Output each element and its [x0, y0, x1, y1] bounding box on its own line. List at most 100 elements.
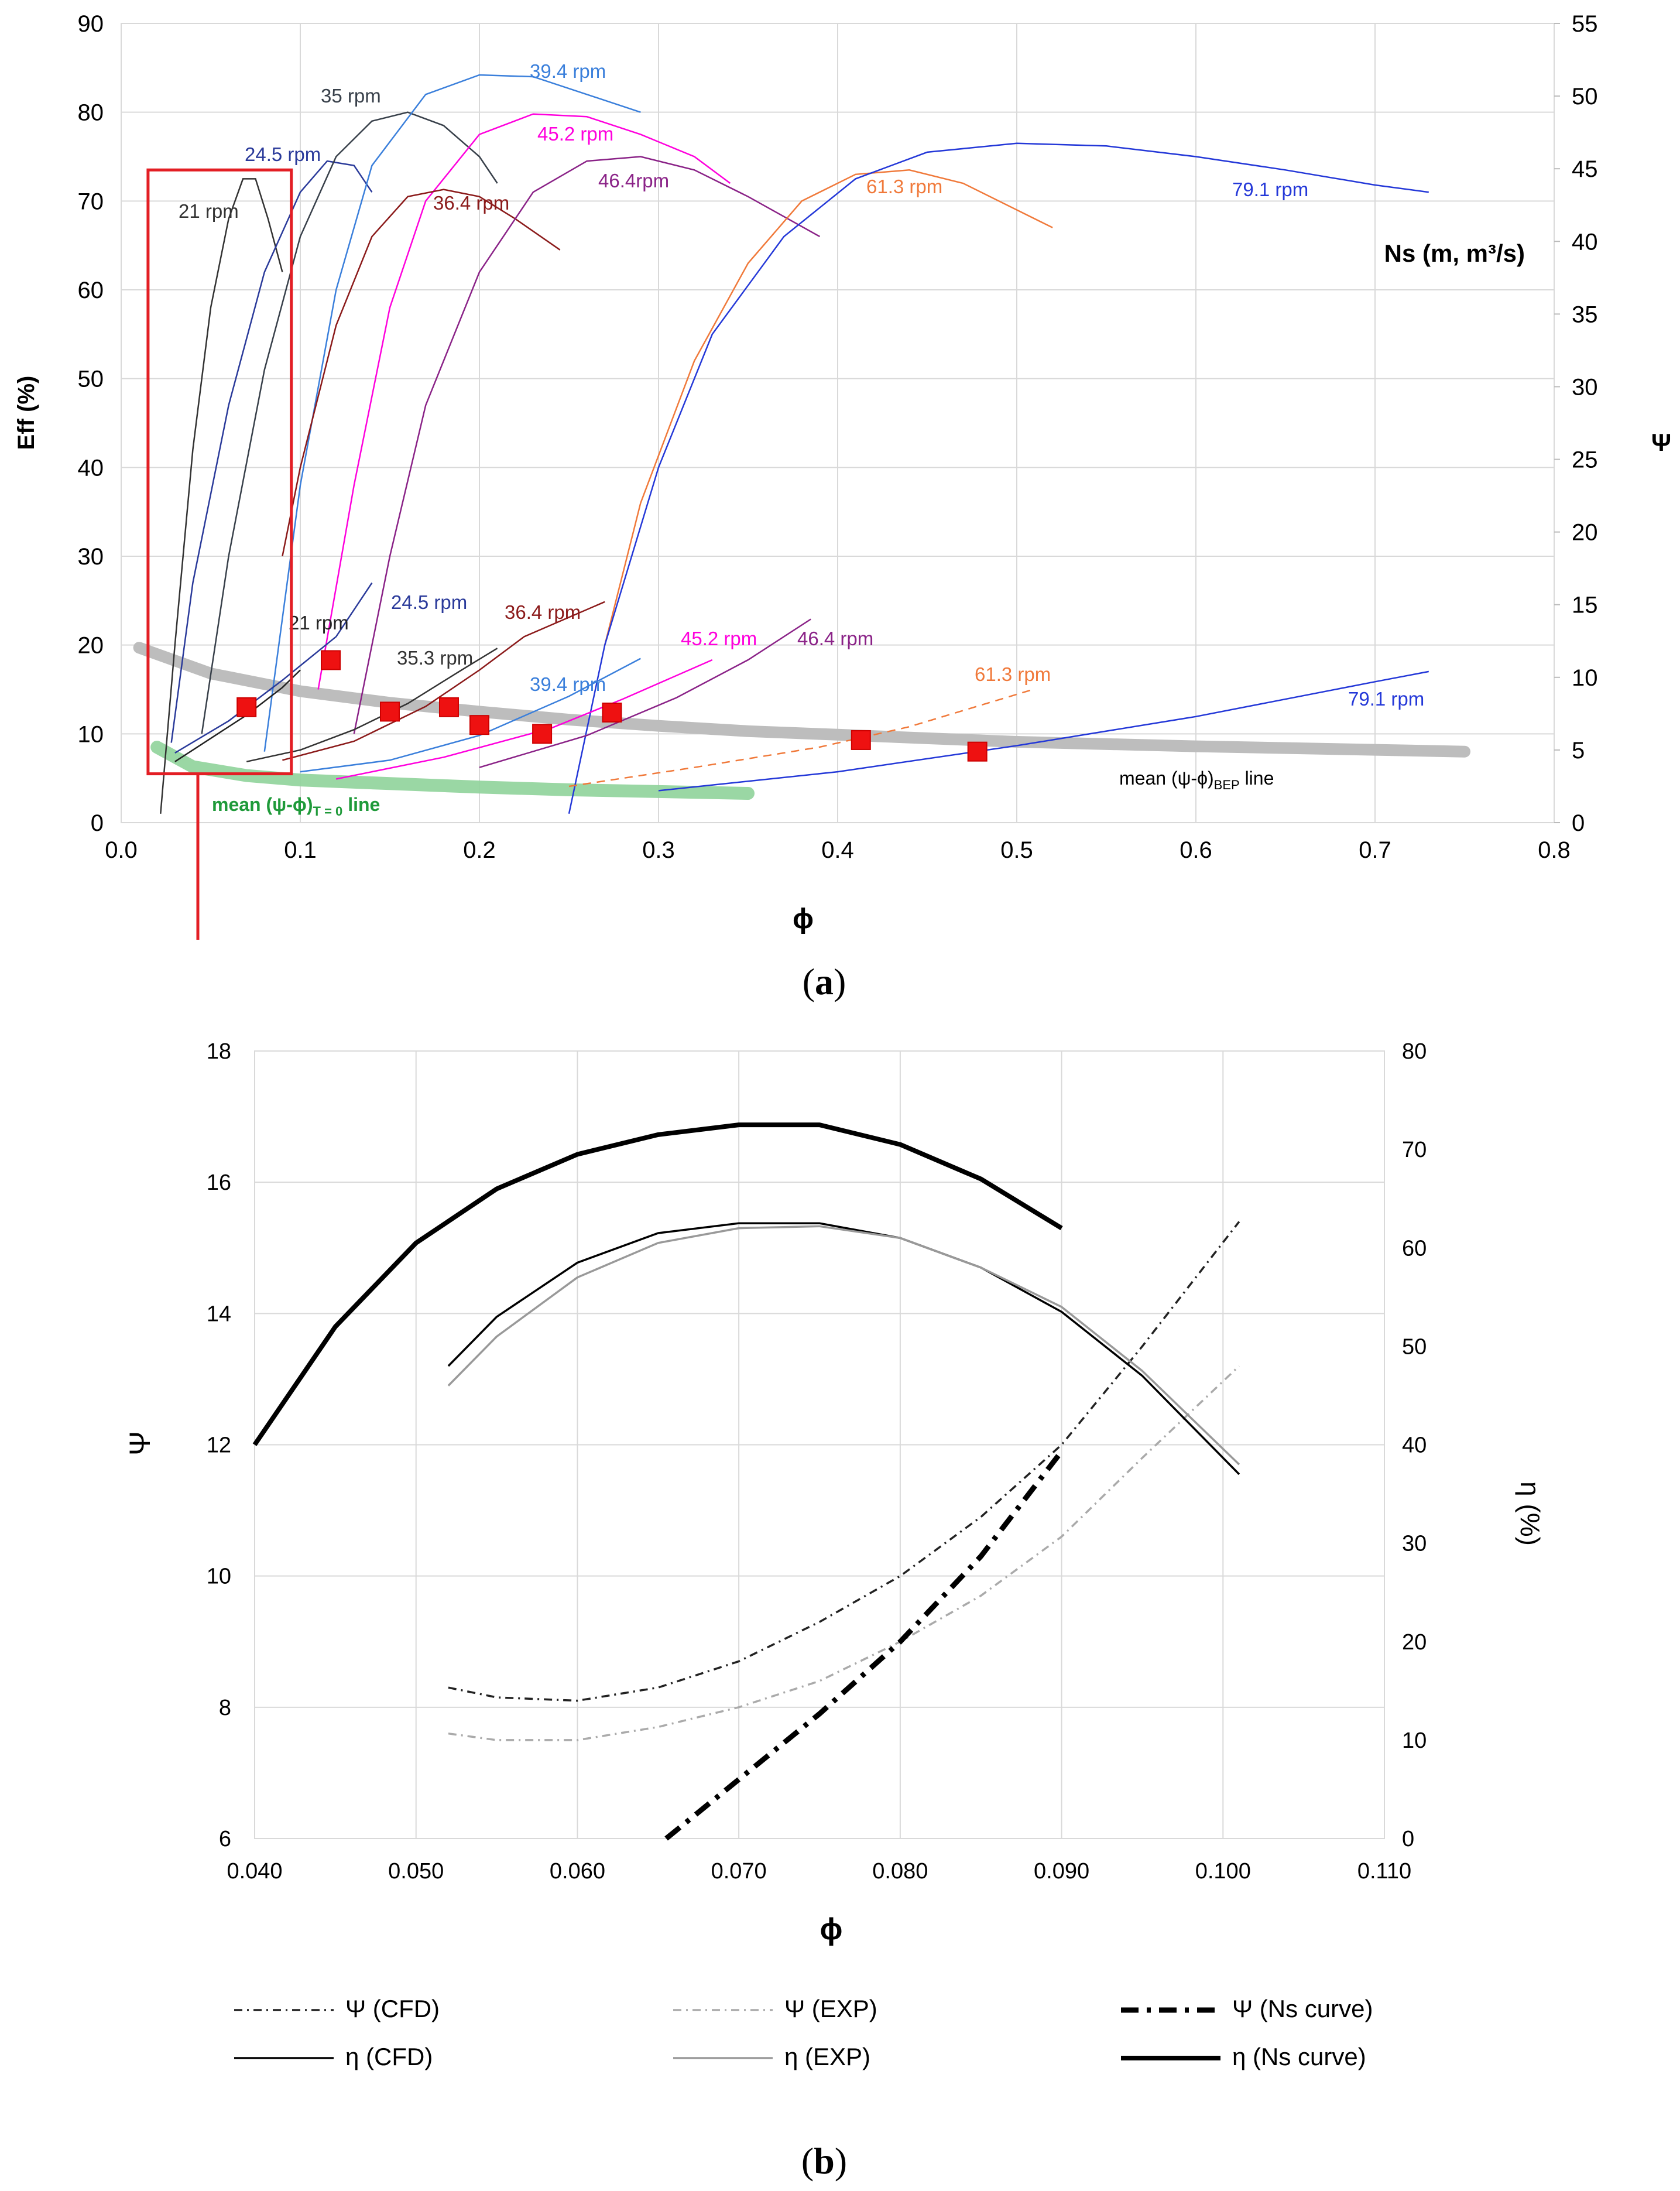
panel-a-y2tick-label: 5	[1572, 738, 1585, 764]
panel-b-series-line	[447, 1225, 1240, 1466]
panel-a-eff-curve-label: 46.4rpm	[598, 170, 669, 191]
panel-b-y2label: η (%)	[1515, 1481, 1545, 1546]
panel-a-ticks: 0.0 0.1 0.2 0.3 0.4 0.5 0.6 0.7 0.80102030405060…	[78, 11, 1598, 863]
panel-b-xtick-label: 0.060	[550, 1859, 605, 1884]
panel-b-legend-label: η (EXP)	[784, 2043, 870, 2070]
panel-b-legend-label: Ψ (Ns curve)	[1232, 1995, 1373, 2022]
panel-a-psi-curve-label: 24.5 rpm	[391, 591, 467, 613]
panel-a-xtick-label: 0.2	[463, 837, 496, 863]
panel-a-mean-t0-label: mean (ψ-ϕ)T = 0 line	[212, 794, 380, 819]
panel-a-ytick-label: 10	[78, 721, 104, 747]
panel-a-ns-note: Ns (m, m³/s)	[1384, 239, 1525, 267]
panel-b-ticks: 0.040 0.050 0.060 0.070 0.080 0.090 0.100 0.110…	[207, 1039, 1427, 1884]
panel-b-xlabel: ϕ	[820, 1912, 843, 1946]
panel-b-caption: (b)	[801, 2140, 847, 2182]
panel-a-ytick-label: 20	[78, 633, 104, 659]
panel-a-eff-curve	[201, 111, 498, 734]
panel-a-ylabel: Eff (%)	[13, 376, 39, 450]
panel-a-psi-curve-label: 36.4 rpm	[505, 601, 581, 623]
panel-a-psi-curve-label: 79.1 rpm	[1348, 688, 1424, 710]
panel-a-eff-curve	[317, 113, 731, 690]
panel-b-y2tick-label: 80	[1402, 1039, 1427, 1064]
panel-a-highlight-box	[146, 168, 293, 940]
panel-b-ytick-label: 12	[207, 1433, 231, 1458]
panel-a-eff-curve	[568, 142, 1429, 814]
panel-a-eff-curve	[160, 178, 283, 814]
panel-b-xtick-label: 0.050	[388, 1859, 444, 1884]
panel-a-ytick-label: 0	[91, 810, 104, 836]
panel-b-ytick-label: 16	[207, 1170, 231, 1195]
panel-a-bep-markers	[236, 650, 988, 762]
panel-b-y2tick-label: 50	[1402, 1334, 1427, 1359]
panel-b-y2tick-label: 20	[1402, 1630, 1427, 1655]
panel-a-ytick-label: 60	[78, 278, 104, 303]
panel-b-series-line	[448, 1221, 1240, 1702]
panel-a-psi-curve-label: 46.4 rpm	[797, 628, 873, 649]
panel-b-y2tick-label: 70	[1402, 1138, 1427, 1162]
panel-a-y2tick-label: 50	[1572, 84, 1598, 109]
panel-a-eff-curve-label: 35 rpm	[321, 85, 381, 107]
panel-b-series-line	[252, 1122, 1063, 1446]
panel-b-xtick-label: 0.070	[711, 1859, 767, 1884]
panel-a-eff-curve-label: 61.3 rpm	[866, 176, 942, 197]
panel-b-y2tick-label: 60	[1402, 1236, 1427, 1261]
panel-a-curve-labels: 21 rpm 24.5 rpm 35 rpm 39.4 rpm 45.2 rpm 36.4…	[179, 60, 1424, 710]
panel-b-xtick-label: 0.040	[227, 1859, 282, 1884]
panel-a-xtick-label: 0.5	[1000, 837, 1033, 863]
panel-b-y2tick-label: 10	[1402, 1728, 1427, 1753]
panel-b-xtick-label: 0.090	[1034, 1859, 1089, 1884]
panel-b-legend-label: η (Ns curve)	[1232, 2043, 1366, 2070]
panel-a-xtick-label: 0.7	[1359, 837, 1391, 863]
panel-a-highlight-rect	[146, 168, 293, 776]
panel-a-eff-curve	[604, 169, 1053, 646]
panel-a-y2tick-label: 45	[1572, 156, 1598, 182]
panel-b-chart: 0.040 0.050 0.060 0.070 0.080 0.090 0.100 0.110…	[124, 1039, 1545, 2182]
panel-a-bep-marker	[236, 697, 257, 717]
panel-b-ytick-label: 6	[219, 1827, 231, 1851]
panel-a-xtick-label: 0.4	[821, 837, 854, 863]
panel-b-series-line	[447, 1222, 1240, 1475]
panel-a-bep-marker	[602, 702, 622, 723]
panel-a-y2tick-label: 25	[1572, 447, 1598, 473]
panel-b-legend-label: Ψ (EXP)	[784, 1995, 877, 2022]
panel-a-y2tick-label: 20	[1572, 520, 1598, 546]
panel-a-chart: 0.0 0.1 0.2 0.3 0.4 0.5 0.6 0.7 0.80102030405060…	[13, 11, 1671, 1002]
panel-a-eff-curve-label: 39.4 rpm	[530, 60, 606, 82]
panel-a-bep-marker	[851, 730, 871, 750]
panel-a-caption: (a)	[803, 961, 846, 1002]
panel-a-eff-curve	[353, 156, 821, 734]
panel-a-mean-bep-label: mean (ψ-ϕ)BEP line	[1119, 768, 1274, 792]
panel-a-bep-marker	[321, 650, 341, 670]
panel-a-psi-curve-label: 35.3 rpm	[397, 647, 473, 669]
panel-a-xlabel: ϕ	[793, 903, 814, 934]
panel-a-mean-bep-line	[133, 642, 1470, 758]
panel-a-bep-marker	[438, 697, 459, 717]
panel-a-y2tick-label: 40	[1572, 229, 1598, 255]
panel-a-y2tick-label: 10	[1572, 665, 1598, 691]
panel-b-xtick-label: 0.100	[1195, 1859, 1251, 1884]
panel-b-ytick-label: 8	[219, 1696, 231, 1720]
panel-a-bep-marker	[532, 724, 553, 744]
panel-b-xtick-label: 0.080	[872, 1859, 928, 1884]
panel-a-eff-curve	[282, 189, 561, 557]
panel-b-legend-label: Ψ (CFD)	[345, 1995, 440, 2022]
panel-a-bep-marker	[380, 701, 400, 722]
panel-a-eff-curve-label: 45.2 rpm	[537, 123, 613, 145]
panel-a-xtick-label: 0.0	[105, 837, 138, 863]
panel-a-psi-curve	[658, 670, 1429, 792]
panel-a-bep-marker	[967, 741, 988, 762]
panel-a-psi-curve	[479, 618, 811, 768]
panel-a-grid	[121, 23, 1555, 823]
panel-b-y2tick-label: 0	[1402, 1827, 1414, 1851]
panel-b-series-line	[664, 1449, 1064, 1841]
panel-a-y2tick-label: 0	[1572, 810, 1585, 836]
panel-b-grid	[254, 1050, 1385, 1839]
panel-b-ylabel: Ψ	[124, 1431, 156, 1456]
panel-a-eff-curve-label: 24.5 rpm	[245, 143, 321, 165]
panel-a-psi-curve-label: 39.4 rpm	[530, 673, 606, 695]
panel-b-curves	[252, 1122, 1240, 1841]
panel-a-xtick-label: 0.3	[642, 837, 675, 863]
panel-a-psi-curve	[282, 601, 605, 761]
panel-b-y2tick-label: 30	[1402, 1532, 1427, 1556]
